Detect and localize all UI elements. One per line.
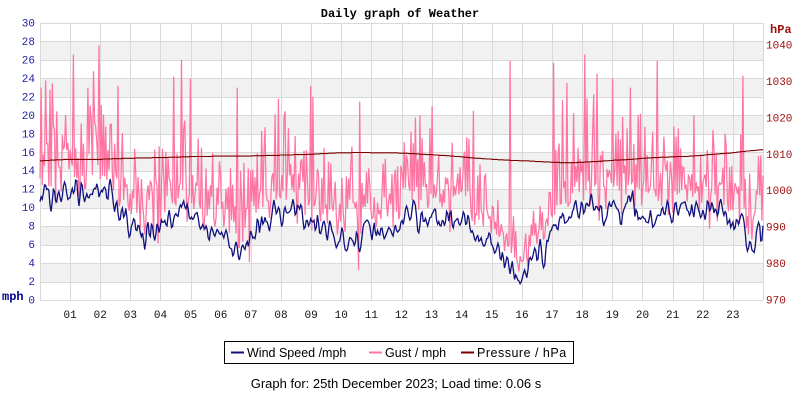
svg-text:1040: 1040 — [766, 41, 792, 53]
svg-text:1000: 1000 — [766, 186, 792, 198]
svg-text:mph: mph — [2, 290, 24, 304]
svg-text:990: 990 — [766, 223, 786, 235]
svg-text:Graph for: 25th December 2023;: Graph for: 25th December 2023; Load time… — [251, 376, 542, 391]
svg-text:970: 970 — [766, 296, 786, 308]
svg-text:28: 28 — [22, 37, 35, 49]
svg-text:Wind Speed /mph: Wind Speed /mph — [247, 346, 346, 360]
svg-text:18: 18 — [22, 129, 35, 141]
svg-text:10: 10 — [335, 310, 348, 322]
svg-text:04: 04 — [154, 310, 168, 322]
svg-text:30: 30 — [22, 19, 35, 31]
svg-text:02: 02 — [94, 310, 107, 322]
svg-text:10: 10 — [22, 203, 35, 215]
svg-text:05: 05 — [184, 310, 197, 322]
svg-text:980: 980 — [766, 259, 786, 271]
svg-text:01: 01 — [63, 310, 77, 322]
svg-text:1020: 1020 — [766, 113, 792, 125]
svg-text:09: 09 — [304, 310, 317, 322]
svg-text:06: 06 — [214, 310, 227, 322]
svg-text:11: 11 — [365, 310, 379, 322]
svg-text:08: 08 — [274, 310, 287, 322]
svg-text:1030: 1030 — [766, 77, 792, 89]
svg-text:Pressure / hPa: Pressure / hPa — [477, 346, 567, 360]
svg-text:26: 26 — [22, 55, 35, 67]
svg-text:20: 20 — [636, 310, 649, 322]
svg-text:23: 23 — [726, 310, 739, 322]
svg-text:16: 16 — [22, 148, 35, 160]
svg-text:Daily graph of Weather: Daily graph of Weather — [321, 7, 479, 21]
svg-text:22: 22 — [696, 310, 709, 322]
svg-text:12: 12 — [22, 185, 35, 197]
svg-text:2: 2 — [28, 277, 35, 289]
svg-text:1010: 1010 — [766, 150, 792, 162]
svg-text:Gust / mph: Gust / mph — [385, 346, 446, 360]
svg-text:21: 21 — [666, 310, 680, 322]
svg-text:14: 14 — [455, 310, 469, 322]
svg-text:18: 18 — [576, 310, 589, 322]
svg-text:24: 24 — [22, 74, 36, 86]
svg-text:0: 0 — [28, 296, 35, 308]
svg-text:8: 8 — [28, 222, 35, 234]
svg-text:07: 07 — [244, 310, 257, 322]
svg-text:17: 17 — [545, 310, 558, 322]
svg-text:22: 22 — [22, 92, 35, 104]
svg-text:19: 19 — [606, 310, 619, 322]
svg-text:16: 16 — [515, 310, 528, 322]
svg-text:14: 14 — [22, 166, 36, 178]
svg-text:03: 03 — [124, 310, 137, 322]
svg-text:4: 4 — [28, 259, 35, 271]
svg-text:15: 15 — [485, 310, 498, 322]
svg-text:hPa: hPa — [770, 23, 792, 37]
svg-text:6: 6 — [28, 240, 35, 252]
svg-text:12: 12 — [395, 310, 408, 322]
svg-text:20: 20 — [22, 111, 35, 123]
svg-text:13: 13 — [425, 310, 438, 322]
